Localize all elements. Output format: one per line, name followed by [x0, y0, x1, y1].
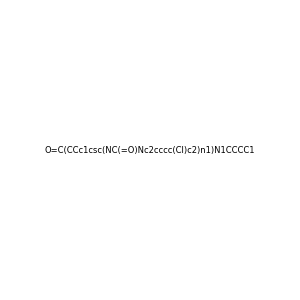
Text: O=C(CCc1csc(NC(=O)Nc2cccc(Cl)c2)n1)N1CCCC1: O=C(CCc1csc(NC(=O)Nc2cccc(Cl)c2)n1)N1CCC…	[45, 146, 255, 154]
